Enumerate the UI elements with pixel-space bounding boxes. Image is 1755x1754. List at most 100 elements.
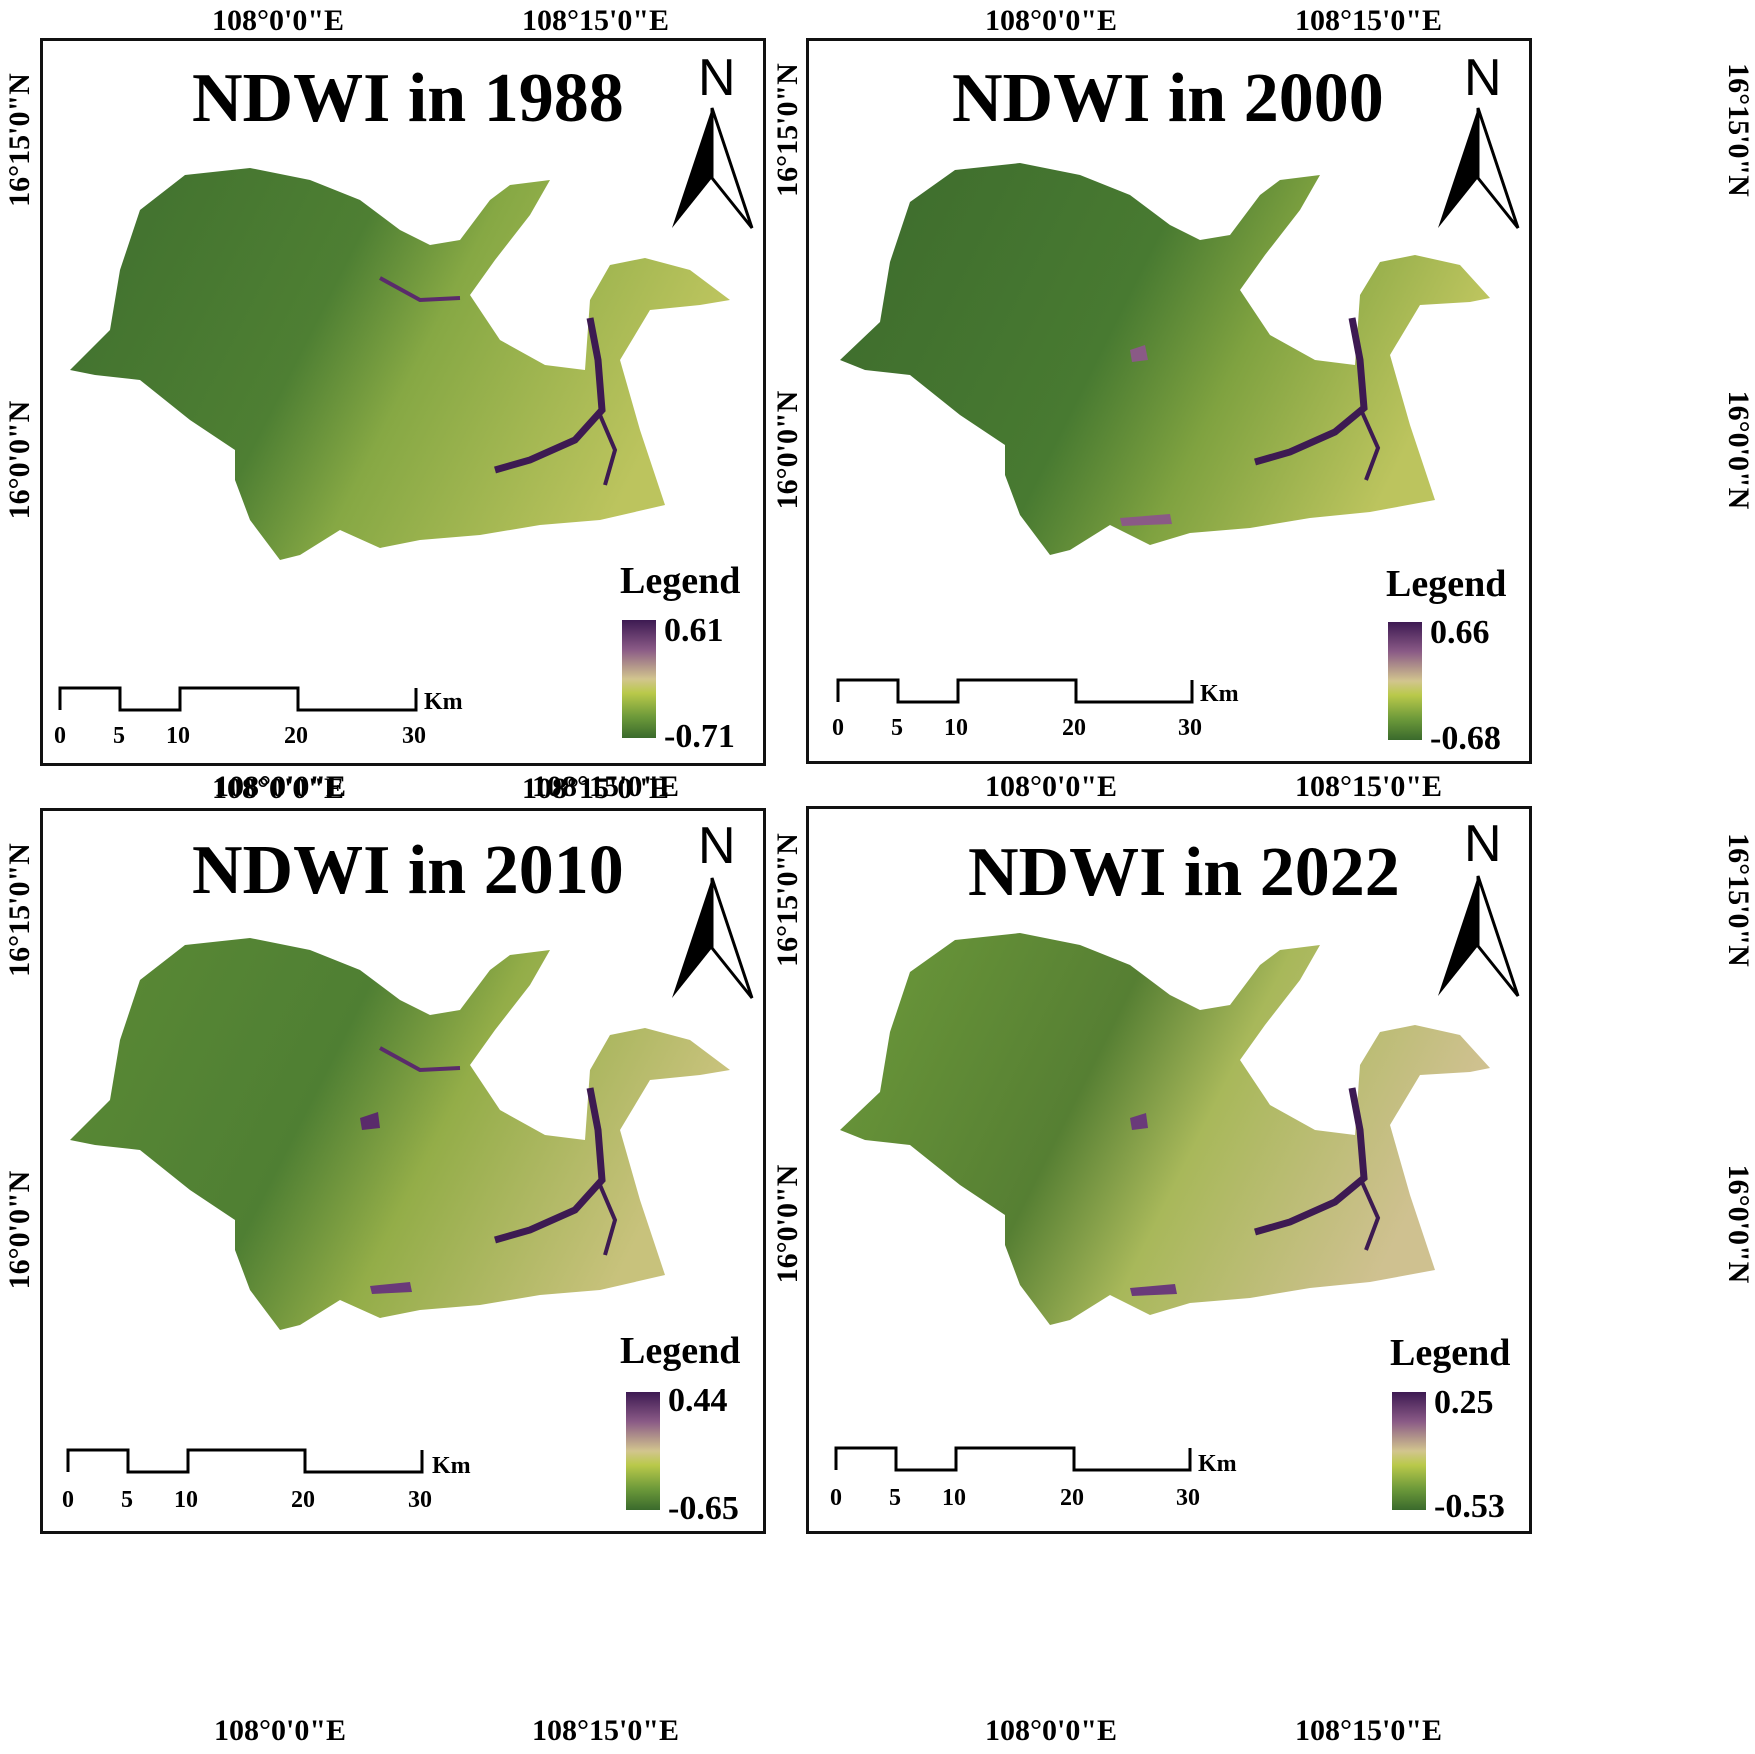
lon-label-bottom-1: 108°0'0"E xyxy=(214,1714,346,1747)
scale-unit: Km xyxy=(432,1453,471,1479)
north-label: N xyxy=(1464,49,1502,107)
region-map xyxy=(840,163,1490,555)
lat-label-left-2: 16°0'0"N xyxy=(771,390,804,510)
lat-label-left-1: 16°15'0"N xyxy=(3,73,36,207)
legend-min: -0.53 xyxy=(1434,1488,1505,1525)
land-area xyxy=(840,933,1490,1325)
lon-label-bottom-2: 108°15'0"E xyxy=(1295,1714,1442,1747)
legend-min: -0.65 xyxy=(668,1490,739,1527)
legend-title: Legend xyxy=(1386,563,1507,605)
legend-max: 0.66 xyxy=(1430,614,1490,651)
river-water xyxy=(1254,317,1368,466)
lat-label-right-1: 16°15'0"N xyxy=(1722,63,1755,197)
north-label: N xyxy=(698,49,736,107)
lon-label-bottom-2: 108°15'0"E xyxy=(532,1714,679,1747)
scale-tick-10: 10 xyxy=(944,715,968,741)
map-title: NDWI in 2000 xyxy=(952,60,1384,137)
lake xyxy=(1130,345,1148,362)
legend-title: Legend xyxy=(1390,1332,1511,1374)
lon-label-bottom-2: 108°15'0"E xyxy=(532,770,679,803)
scale-bar xyxy=(66,1448,424,1474)
lat-label-left-2: 16°0'0"N xyxy=(3,400,36,520)
legend-colorbar xyxy=(1388,622,1422,740)
land-area xyxy=(70,168,730,560)
north-arrow-icon xyxy=(672,107,754,229)
scale-tick-20: 20 xyxy=(1062,715,1086,741)
north-arrow-icon xyxy=(1438,875,1520,997)
scale-bar xyxy=(836,678,1194,704)
lat-label-right-2: 16°0'0"N xyxy=(1722,390,1755,510)
scale-tick-30: 30 xyxy=(1176,1485,1200,1511)
lon-label-top-1: 108°0'0"E xyxy=(985,770,1117,803)
region-map xyxy=(70,168,730,560)
river-branch xyxy=(1360,1181,1381,1251)
lon-label-top-2: 108°15'0"E xyxy=(522,772,669,805)
scale-unit: Km xyxy=(424,689,463,715)
lat-label-left-2: 16°0'0"N xyxy=(3,1170,36,1290)
scale-tick-0: 0 xyxy=(830,1485,842,1511)
scale-tick-30: 30 xyxy=(402,723,426,749)
scale-tick-0: 0 xyxy=(832,715,844,741)
north-arrow-icon xyxy=(1438,107,1520,229)
legend-colorbar xyxy=(622,620,656,738)
legend-min: -0.68 xyxy=(1430,720,1501,757)
map-title: NDWI in 2010 xyxy=(192,832,624,909)
scale-bar xyxy=(58,686,418,712)
river-water xyxy=(1254,1087,1368,1236)
lat-label-left-1: 16°15'0"N xyxy=(771,833,804,967)
scale-tick-20: 20 xyxy=(291,1487,315,1513)
river-branch xyxy=(598,414,618,486)
land-area xyxy=(840,163,1490,555)
scale-tick-5: 5 xyxy=(113,723,125,749)
scale-unit: Km xyxy=(1200,681,1239,707)
scale-tick-10: 10 xyxy=(174,1487,198,1513)
lat-label-left-2: 16°0'0"N xyxy=(771,1164,804,1284)
scale-tick-20: 20 xyxy=(284,723,308,749)
lake xyxy=(360,1112,380,1130)
scale-tick-30: 30 xyxy=(408,1487,432,1513)
lon-label-bottom-1: 108°0'0"E xyxy=(985,1714,1117,1747)
lat-label-right-1: 16°15'0"N xyxy=(1722,833,1755,967)
land-area xyxy=(70,938,730,1330)
river-north xyxy=(379,1046,461,1073)
lat-label-left-1: 16°15'0"N xyxy=(3,843,36,977)
north-arrow-icon xyxy=(672,877,754,999)
reservoir xyxy=(1120,514,1172,526)
scale-unit: Km xyxy=(1198,1451,1237,1477)
map-title: NDWI in 1988 xyxy=(192,60,624,137)
lon-label-top-1: 108°0'0"E xyxy=(212,4,344,37)
scale-tick-10: 10 xyxy=(166,723,190,749)
legend-colorbar xyxy=(1392,1392,1426,1510)
map-title: NDWI in 2022 xyxy=(968,834,1400,911)
lake xyxy=(1130,1113,1148,1130)
legend-min: -0.71 xyxy=(664,718,735,755)
lon-label-top-1: 108°0'0"E xyxy=(212,772,344,805)
scale-tick-0: 0 xyxy=(62,1487,74,1513)
lon-label-top-2: 108°15'0"E xyxy=(522,4,669,37)
scale-tick-30: 30 xyxy=(1178,715,1202,741)
scale-tick-5: 5 xyxy=(889,1485,901,1511)
lon-label-top-1: 108°0'0"E xyxy=(985,4,1117,37)
region-map xyxy=(70,938,730,1330)
legend-max: 0.61 xyxy=(664,612,724,649)
river-north xyxy=(379,276,461,303)
river-water xyxy=(494,1087,606,1244)
legend-title: Legend xyxy=(620,1330,741,1372)
scale-tick-20: 20 xyxy=(1060,1485,1084,1511)
river-water xyxy=(494,317,606,474)
legend-max: 0.44 xyxy=(668,1382,728,1419)
north-label: N xyxy=(1464,815,1502,873)
scale-bar xyxy=(834,1446,1192,1472)
lat-label-left-1: 16°15'0"N xyxy=(771,63,804,197)
north-label: N xyxy=(698,817,736,875)
lat-label-right-2: 16°0'0"N xyxy=(1722,1164,1755,1284)
river-branch xyxy=(598,1184,618,1256)
reservoir xyxy=(1130,1284,1177,1296)
lon-label-bottom-1: 108°0'0"E xyxy=(214,770,346,803)
legend-colorbar xyxy=(626,1392,660,1510)
reservoir xyxy=(370,1282,412,1294)
lon-label-top-2: 108°15'0"E xyxy=(1295,4,1442,37)
lon-label-top-2: 108°15'0"E xyxy=(1295,770,1442,803)
legend-title: Legend xyxy=(620,560,741,602)
legend-max: 0.25 xyxy=(1434,1384,1494,1421)
